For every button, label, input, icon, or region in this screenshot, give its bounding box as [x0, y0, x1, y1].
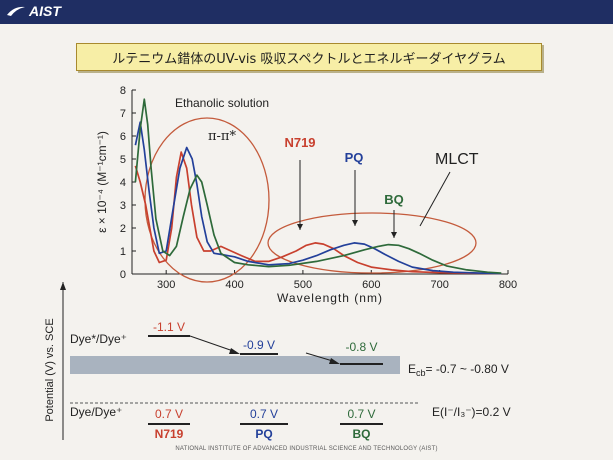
peak-label-pq: PQ — [345, 150, 364, 165]
header-bar: AIST — [0, 0, 613, 24]
series-line-pq — [134, 121, 502, 275]
y-tick-label: 2 — [120, 223, 126, 235]
peak-label-bq: BQ — [384, 192, 404, 207]
y-tick-label: 1 — [120, 246, 126, 258]
excited-value-pq: -0.9 V — [243, 338, 275, 352]
peak-label-n719: N719 — [284, 135, 315, 150]
y-axis-title: ε × 10⁻⁴ (M⁻¹cm⁻¹) — [95, 131, 109, 233]
redox-potential-label: E(I⁻/I₃⁻)=0.2 V — [432, 405, 511, 419]
mlct-pointer-line — [419, 171, 451, 227]
mlct-ellipse — [267, 212, 477, 274]
y-tick-label: 6 — [120, 131, 126, 143]
pi-pi-annotation: π-π* — [208, 129, 236, 144]
y-tick-label: 3 — [120, 200, 126, 212]
transfer-arrow-2-head — [329, 358, 340, 364]
mlct-annotation: MLCT — [435, 151, 479, 168]
potential-axis-arrow — [60, 282, 66, 290]
y-tick-label: 5 — [120, 154, 126, 166]
dye-name-pq: PQ — [255, 427, 272, 441]
ground-value-bq: 0.7 V — [347, 407, 375, 421]
footer: NATIONAL INSTITUTE OF ADVANCED INDUSTRIA… — [175, 446, 438, 452]
y-tick-label: 4 — [120, 177, 126, 189]
series-line-n719 — [134, 151, 502, 275]
x-tick-label: 600 — [362, 279, 380, 291]
potential-axis-title: Potential (V) vs. SCE — [44, 318, 56, 421]
peak-arrow-head — [391, 232, 397, 238]
excited-value-n719: -1.1 V — [153, 320, 185, 334]
peak-arrow-head — [297, 224, 303, 230]
ecb-label: Ecb= -0.7 ~ -0.80 V — [408, 362, 509, 378]
x-tick-label: 300 — [157, 279, 175, 291]
solvent-annotation: Ethanolic solution — [175, 96, 269, 110]
ground-state-label: Dye/Dye⁺ — [70, 405, 122, 419]
transfer-arrow-1-head — [229, 348, 240, 354]
excited-state-label: Dye*/Dye⁺ — [70, 332, 127, 346]
x-axis-title: Wavelength (nm) — [277, 291, 383, 305]
conduction-band-region — [70, 356, 400, 374]
x-tick-label: 400 — [225, 279, 243, 291]
brand-logo: AIST — [6, 3, 61, 19]
y-tick-label: 8 — [120, 85, 126, 97]
peak-arrow-head — [352, 220, 358, 226]
y-tick-label: 0 — [120, 269, 126, 281]
brand-text: AIST — [29, 3, 61, 19]
dye-name-bq: BQ — [353, 427, 371, 441]
ground-value-pq: 0.7 V — [250, 407, 278, 421]
logo-swoosh-icon — [7, 6, 25, 16]
slide-title: ルテニウム錯体のUV-vis 吸収スペクトルとエネルギーダイヤグラム — [112, 51, 506, 67]
x-tick-label: 800 — [499, 279, 517, 291]
x-tick-label: 700 — [430, 279, 448, 291]
excited-value-bq: -0.8 V — [345, 340, 377, 354]
x-tick-label: 500 — [294, 279, 312, 291]
y-tick-label: 7 — [120, 108, 126, 120]
series-line-bq — [134, 98, 502, 274]
slide-title-box: ルテニウム錯体のUV-vis 吸収スペクトルとエネルギーダイヤグラム — [76, 43, 542, 71]
dye-name-n719: N719 — [155, 427, 184, 441]
ground-value-n719: 0.7 V — [155, 407, 183, 421]
transfer-arrow-1 — [189, 335, 237, 353]
